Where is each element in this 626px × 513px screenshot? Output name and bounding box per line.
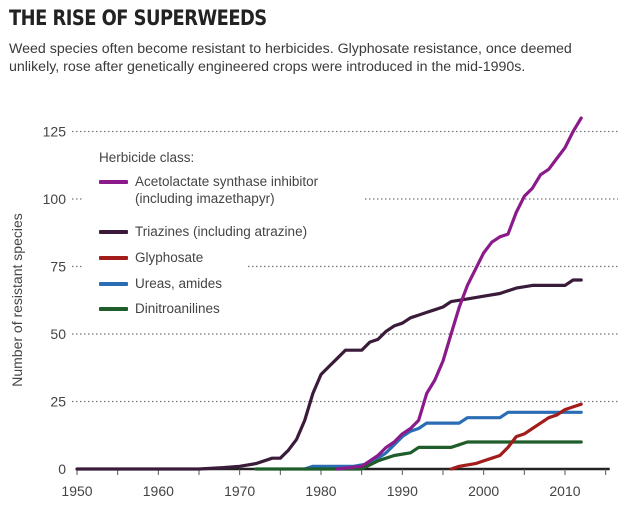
legend-swatch	[99, 230, 128, 234]
series-line-glyphosate	[449, 402, 583, 471]
legend-item: Triazines (including atrazine)	[99, 223, 307, 240]
y-tick-label: 125	[43, 124, 67, 140]
legend-item: Glyphosate	[99, 249, 203, 266]
y-tick-label: 0	[58, 461, 66, 477]
legend-label: Dinitroanilines	[135, 301, 220, 316]
x-tick-label: 1960	[143, 483, 174, 499]
y-axis-ticks: 0 25 50 75 100 125	[43, 124, 67, 478]
legend-swatch	[99, 256, 128, 260]
series-line-acetolactate-synthase-inhibitor-including-imazethapyr	[335, 116, 583, 471]
series-line-dinitroanilines	[254, 440, 583, 471]
gridlines	[72, 130, 618, 403]
legend-swatch	[99, 180, 128, 184]
y-tick-label: 75	[50, 259, 66, 275]
legend-item: Dinitroanilines	[99, 300, 220, 317]
legend-swatch	[99, 307, 128, 311]
legend-swatch	[99, 282, 128, 286]
legend-label: Acetolactate synthase inhibitor (includin…	[135, 174, 319, 206]
x-tick-label: 1970	[224, 483, 255, 499]
y-tick-label: 25	[50, 394, 66, 410]
y-tick-label: 100	[43, 191, 67, 207]
legend-label: Glyphosate	[135, 250, 204, 265]
x-tick-label: 2000	[468, 483, 499, 499]
y-tick-label: 50	[50, 326, 66, 342]
legend-item: Ureas, amides	[99, 275, 222, 292]
legend-title: Herbicide class:	[99, 150, 195, 165]
x-tick-label: 1990	[387, 483, 418, 499]
legend-label: Ureas, amides	[135, 276, 223, 291]
series-line-triazines-including-atrazine	[75, 278, 583, 471]
x-tick-label: 2010	[549, 483, 580, 499]
legend-item: Acetolactate synthase inhibitor (includin…	[99, 173, 318, 207]
y-axis-label: Number of resistant species	[9, 213, 25, 387]
legend-label: Triazines (including atrazine)	[135, 224, 308, 239]
x-axis: 1950 1960 1970 1980 1990 2000 2010	[61, 467, 610, 499]
chart-subtitle: Weed species often become resistant to h…	[9, 41, 572, 75]
x-tick-label: 1980	[305, 483, 336, 499]
chart-title: THE RISE OF SUPERWEEDS	[9, 6, 267, 30]
series-lines	[75, 116, 583, 471]
x-tick-label: 1950	[61, 483, 92, 499]
